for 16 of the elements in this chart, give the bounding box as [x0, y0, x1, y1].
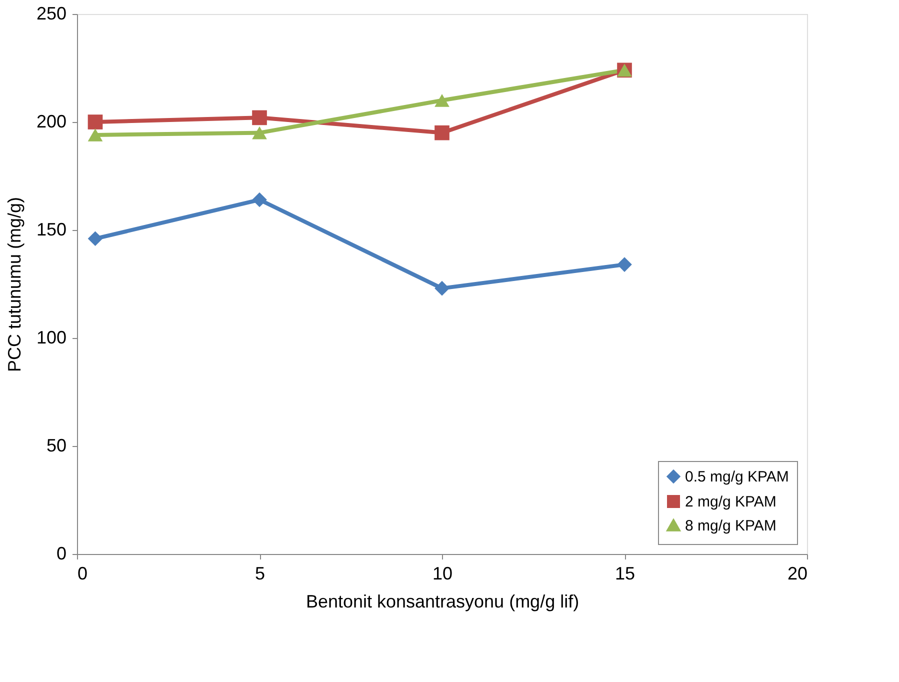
- legend-label: 8 mg/g KPAM: [685, 518, 776, 534]
- x-tick-label: 15: [614, 564, 636, 584]
- x-tick-label: 5: [254, 564, 266, 584]
- x-tick-label: 0: [78, 564, 88, 584]
- x-axis-title: Bentonit konsantrasyonu (mg/g lif): [306, 592, 580, 612]
- y-tick-label: 50: [46, 436, 66, 456]
- y-tick-label: 100: [36, 328, 66, 348]
- y-tick-label: 0: [56, 544, 66, 564]
- y-axis-title: PCC tutunumu (mg/g): [4, 196, 24, 372]
- y-tick-label: 150: [36, 220, 66, 240]
- legend-label: 0.5 mg/g KPAM: [685, 468, 789, 486]
- y-tick-label: 200: [36, 112, 66, 132]
- x-tick-label: 10: [432, 564, 453, 584]
- y-tick-label: 250: [36, 4, 66, 24]
- x-tick-label: 20: [787, 564, 808, 584]
- legend-label: 2 mg/g KPAM: [685, 494, 776, 510]
